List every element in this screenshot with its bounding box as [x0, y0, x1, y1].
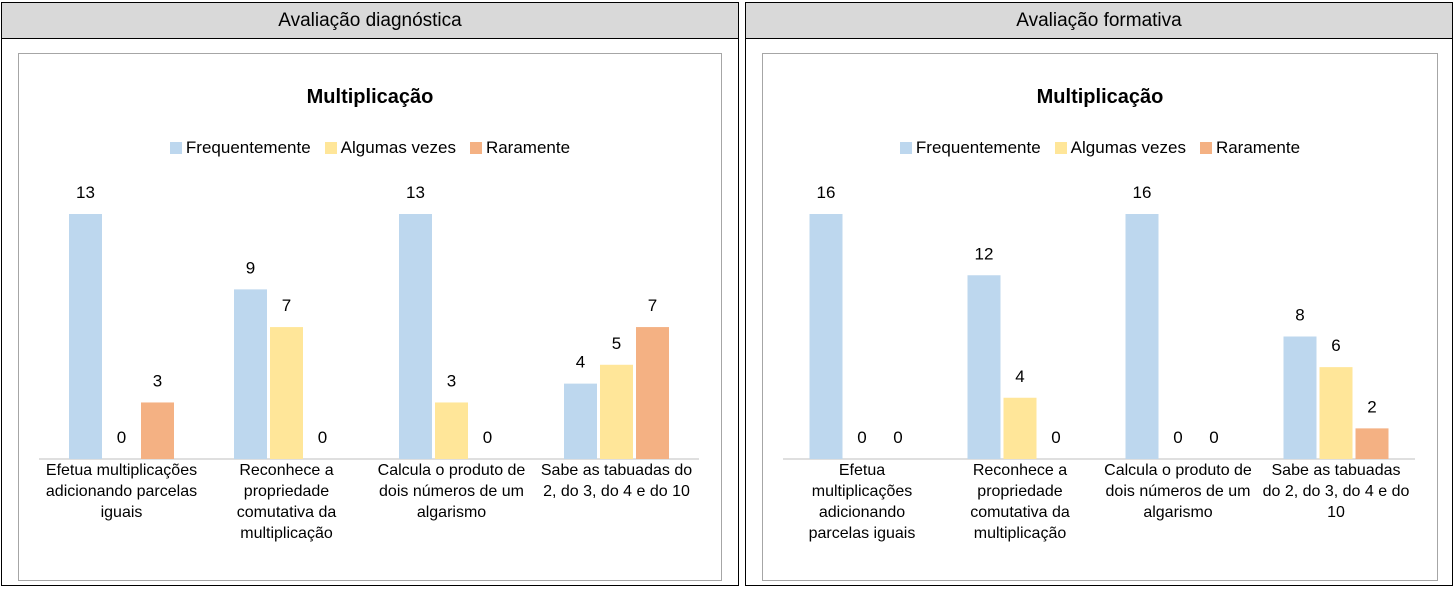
x-tick-label: Efetua multiplicações adicionando parcel… — [808, 462, 916, 542]
legend-label: Algumas vezes — [1070, 138, 1186, 157]
bar — [435, 402, 468, 459]
data-label: 13 — [76, 183, 95, 202]
legend-swatch — [169, 142, 182, 154]
x-tick-label: Sabe as tabuadas do 2, do 3, do 4 e do 1… — [1262, 462, 1410, 521]
data-label: 0 — [857, 428, 866, 447]
data-label: 16 — [817, 183, 836, 202]
data-label: 0 — [1209, 428, 1218, 447]
data-label: 6 — [1331, 336, 1340, 355]
legend-item: Algumas vezes — [1054, 138, 1186, 158]
bar — [600, 364, 633, 459]
bar — [809, 214, 843, 459]
x-tick-label: Calcula o produto de dois números de um … — [377, 462, 526, 521]
data-label: 9 — [246, 258, 255, 277]
table-cell: Avaliação formativa Multiplicação Frequen… — [745, 2, 1453, 586]
legend-label: Algumas vezes — [340, 138, 456, 157]
legend-item: Raramente — [469, 138, 571, 158]
legend-swatch — [469, 142, 482, 154]
legend-swatch — [1054, 142, 1067, 154]
legend-label: Raramente — [1215, 138, 1301, 157]
data-label: 0 — [318, 428, 327, 447]
data-label: 7 — [648, 296, 657, 315]
data-label: 16 — [1133, 183, 1152, 202]
data-label: 3 — [153, 371, 162, 390]
bar — [1283, 336, 1317, 459]
bar — [234, 289, 267, 459]
chart: Multiplicação Frequentemente Algumas vezes… — [18, 53, 722, 581]
legend-swatch — [1199, 142, 1212, 154]
bar — [1003, 397, 1037, 459]
bar — [270, 327, 303, 459]
chart-title: Multiplicação — [1036, 86, 1164, 108]
legend-swatch — [899, 142, 912, 154]
data-label: 12 — [975, 244, 994, 263]
bar — [1355, 428, 1389, 459]
x-tick-label: Efetua multiplicações adicionando parcel… — [45, 462, 198, 521]
plot: 16 0 0 12 4 0 16 0 0 8 6 2 — [783, 183, 1415, 460]
x-tick-label: Calcula o produto de dois números de um … — [1104, 462, 1252, 521]
data-label: 4 — [576, 353, 585, 372]
chart-title: Multiplicação — [306, 86, 434, 108]
data-label: 0 — [1051, 428, 1060, 447]
data-label: 8 — [1295, 306, 1304, 325]
bar — [1125, 214, 1159, 459]
legend-item: Raramente — [1199, 138, 1301, 158]
data-label: 5 — [612, 334, 621, 353]
legend-item: Algumas vezes — [324, 138, 456, 158]
bar — [636, 327, 669, 459]
table-header: Avaliação formativa — [746, 3, 1452, 39]
legend-label: Frequentemente — [915, 138, 1041, 157]
data-label: 7 — [282, 296, 291, 315]
chart: Multiplicação Frequentemente Algumas vezes… — [762, 53, 1438, 581]
data-label: 0 — [1173, 428, 1182, 447]
bar — [1319, 367, 1353, 459]
legend: Frequentemente Algumas vezes Raramente — [763, 138, 1437, 158]
bar — [69, 214, 102, 459]
legend-swatch — [324, 142, 337, 154]
legend: Frequentemente Algumas vezes Raramente — [19, 138, 721, 158]
data-label: 0 — [483, 428, 492, 447]
legend-label: Frequentemente — [185, 138, 311, 157]
bar — [141, 402, 174, 459]
x-tick-label: Reconhece a propriedade comutativa da mu… — [970, 462, 1070, 542]
data-label: 3 — [447, 371, 456, 390]
bar — [564, 383, 597, 459]
bar — [967, 275, 1001, 459]
data-label: 0 — [893, 428, 902, 447]
table-header: Avaliação diagnóstica — [2, 3, 738, 39]
data-label: 2 — [1367, 397, 1376, 416]
x-tick-label: Sabe as tabuadas do 2, do 3, do 4 e do 1… — [540, 462, 693, 500]
plot: 13 0 3 9 7 0 13 3 0 4 5 7 — [39, 183, 699, 460]
legend-label: Raramente — [485, 138, 571, 157]
data-label: 4 — [1015, 367, 1024, 386]
x-tick-label: Reconhece a propriedade comutativa da mu… — [236, 462, 337, 542]
legend-item: Frequentemente — [899, 138, 1041, 158]
table-cell: Avaliação diagnóstica Multiplicação Frequ… — [1, 2, 739, 586]
bar — [399, 214, 432, 459]
legend-item: Frequentemente — [169, 138, 311, 158]
data-label: 0 — [117, 428, 126, 447]
data-label: 13 — [406, 183, 425, 202]
